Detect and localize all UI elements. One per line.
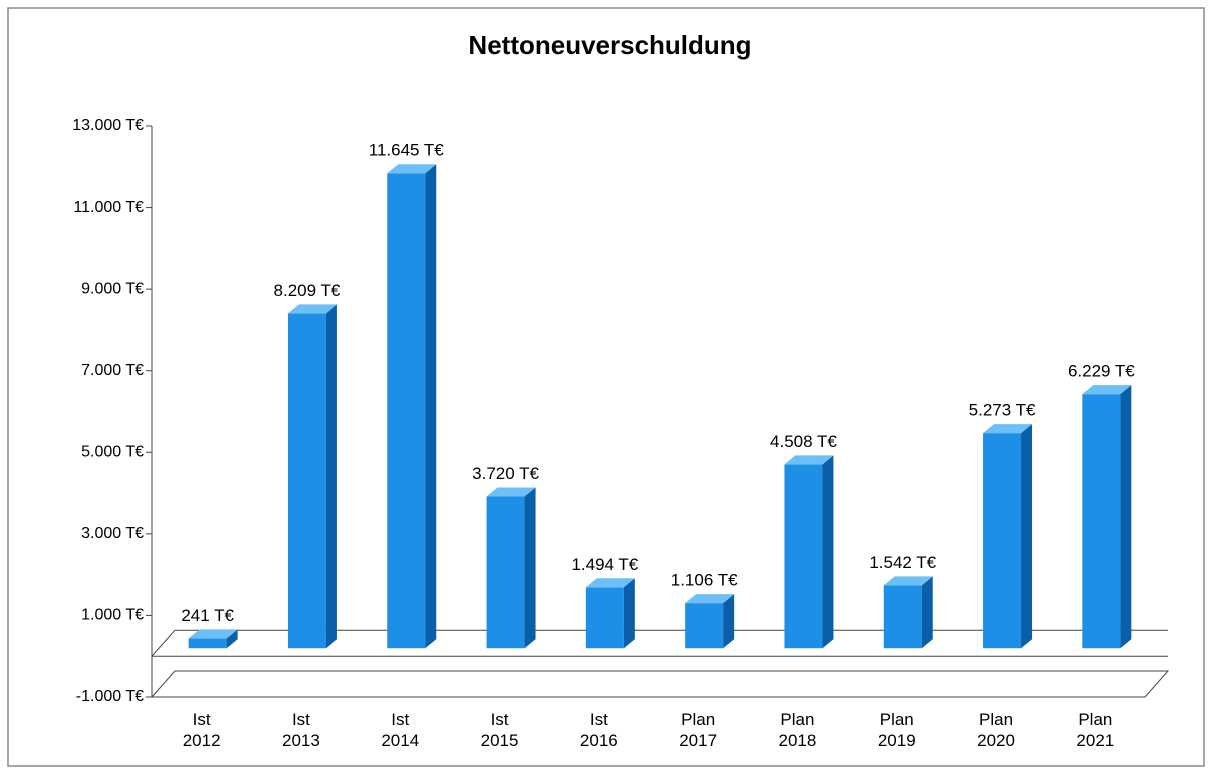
chart-frame (7, 7, 1205, 767)
bar-front (387, 173, 426, 649)
x-tick-label: Ist 2013 (282, 710, 320, 750)
x-tick-label: Plan 2019 (877, 710, 916, 750)
bar-side (723, 594, 735, 649)
value-label: 8.209 T€ (274, 281, 341, 300)
bar-front (983, 433, 1022, 649)
bar (585, 578, 635, 649)
bar-front (883, 585, 922, 649)
x-tick-label: Ist 2012 (182, 710, 221, 750)
bar (287, 304, 337, 649)
bar-front (685, 603, 724, 649)
x-tick-label: Plan 2018 (778, 710, 817, 750)
x-tick-label: Ist 2016 (579, 710, 618, 750)
bar-top (486, 487, 536, 497)
bar (784, 455, 834, 649)
bar (983, 424, 1033, 649)
bar (387, 164, 437, 649)
value-label: 3.720 T€ (472, 464, 539, 483)
y-tick-label: 11.000 T€ (73, 199, 144, 216)
bar-front (585, 587, 624, 649)
x-tick-label: Plan 2017 (679, 710, 718, 750)
bar-top (983, 424, 1033, 434)
bar-front (486, 496, 525, 649)
x-tick-label: Ist 2014 (381, 710, 420, 750)
y-tick-label: 3.000 T€ (81, 525, 144, 542)
value-label: 241 T€ (181, 606, 234, 625)
chart-title: Nettoneuverschuldung (468, 30, 751, 60)
bar-side (325, 304, 337, 649)
y-tick-label: 7.000 T€ (81, 362, 144, 379)
y-tick-label: 1.000 T€ (81, 607, 144, 624)
y-tick-label: 13.000 T€ (72, 117, 144, 134)
bar (685, 594, 735, 649)
bar-side (623, 578, 635, 649)
x-tick-label: Ist 2015 (480, 710, 519, 750)
bar (486, 487, 536, 649)
bar-top (685, 594, 735, 604)
x-tick-label: Plan 2020 (977, 710, 1015, 750)
bar-top (784, 455, 834, 465)
bar-top (387, 164, 437, 174)
bar-top (188, 629, 238, 639)
bar-front (1082, 394, 1121, 649)
bar-front (784, 464, 823, 649)
value-label: 11.645 T€ (369, 141, 445, 160)
bar-top (287, 304, 337, 314)
bar-front (188, 638, 227, 649)
bar (883, 576, 933, 649)
bar-top (585, 578, 635, 588)
floor-slab (150, 670, 1170, 698)
y-tick-label: 9.000 T€ (81, 280, 144, 297)
bar-side (921, 576, 933, 649)
bar-front (287, 313, 326, 649)
y-tick-label: -1.000 T€ (76, 688, 144, 705)
bar-top (883, 576, 933, 586)
value-label: 1.106 T€ (671, 571, 738, 590)
value-label: 5.273 T€ (969, 401, 1036, 420)
value-label: 1.494 T€ (571, 555, 638, 574)
bar-side (425, 164, 437, 649)
bar (188, 629, 238, 649)
bar-side (226, 629, 238, 649)
bar-top (1082, 385, 1132, 395)
bar-side (822, 455, 834, 649)
bar-side (1021, 424, 1033, 649)
value-label: 6.229 T€ (1068, 362, 1135, 381)
bar-side (1120, 385, 1132, 649)
value-label: 4.508 T€ (770, 432, 837, 451)
bar-side (524, 487, 536, 649)
value-label: 1.542 T€ (869, 553, 936, 572)
x-tick-label: Plan 2021 (1076, 710, 1115, 750)
y-tick-label: 5.000 T€ (81, 444, 144, 461)
bar (1082, 385, 1132, 649)
floor (151, 629, 1168, 657)
